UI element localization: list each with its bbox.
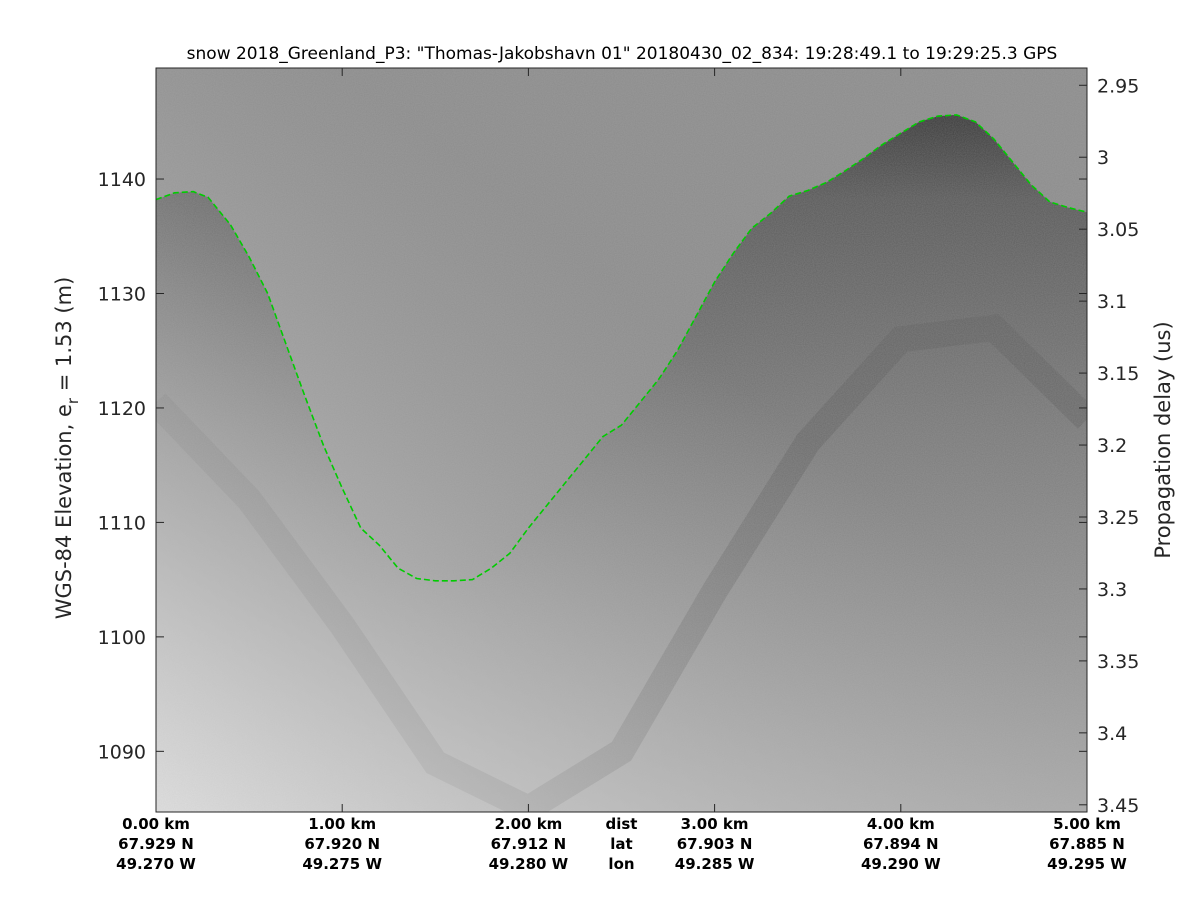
right-tick-label: 3.05 — [1097, 219, 1139, 241]
left-tick-label: 1130 — [98, 283, 146, 305]
right-tick-label: 3.3 — [1097, 579, 1127, 601]
x-lat-label: 67.885 N — [1049, 835, 1125, 853]
speckle-noise — [156, 68, 1087, 812]
left-y-axis: 1090 1100 1110 1120 1130 1140 — [98, 169, 1087, 763]
x-lon-label: 49.280 W — [489, 855, 569, 873]
x-dist-label: 5.00 km — [1053, 815, 1121, 833]
left-tick-label: 1100 — [98, 627, 146, 649]
chart-title: snow 2018_Greenland_P3: "Thomas-Jakobsha… — [187, 44, 1058, 64]
left-tick-label: 1090 — [98, 741, 146, 763]
x-row-header: dist — [606, 815, 638, 833]
left-axis-label-tail: = 1.53 (m) — [52, 277, 76, 398]
right-tick-label: 3.45 — [1097, 795, 1139, 817]
x-lon-label: 49.285 W — [675, 855, 755, 873]
left-axis-label: WGS-84 Elevation, er = 1.53 (m) — [52, 277, 82, 620]
surface-line — [156, 114, 1087, 582]
right-tick-label: 3.2 — [1097, 435, 1127, 457]
x-lat-label: 67.929 N — [118, 835, 194, 853]
x-dist-label: 0.00 km — [122, 815, 190, 833]
right-tick-label: 2.95 — [1097, 75, 1139, 97]
x-lat-label: 67.912 N — [491, 835, 567, 853]
left-tick-label: 1120 — [98, 398, 146, 420]
right-y-axis: 2.95 3 3.05 3.1 3.15 3.2 3.25 3.3 3.35 3.4 3.45 — [1079, 75, 1139, 817]
left-axis-label-subscript: r — [64, 397, 82, 404]
x-lat-label: 67.920 N — [304, 835, 380, 853]
x-row-header: lat — [610, 835, 632, 853]
right-tick-label: 3.1 — [1097, 291, 1127, 313]
x-dist-label: 4.00 km — [867, 815, 935, 833]
x-lat-label: 67.894 N — [863, 835, 939, 853]
left-tick-label: 1110 — [98, 512, 146, 534]
echogram-image — [156, 68, 1087, 812]
left-tick-label: 1140 — [98, 169, 146, 191]
x-lon-label: 49.275 W — [302, 855, 382, 873]
right-tick-label: 3.4 — [1097, 723, 1127, 745]
x-lon-label: 49.295 W — [1047, 855, 1127, 873]
x-lon-label: 49.290 W — [861, 855, 941, 873]
right-tick-label: 3 — [1097, 147, 1109, 169]
x-row-header: lon — [608, 855, 634, 873]
x-dist-label: 3.00 km — [681, 815, 749, 833]
x-axis: 0.00 km 67.929 N 49.270 W 1.00 km 67.920 N 49… — [116, 68, 1127, 873]
right-tick-label: 3.25 — [1097, 507, 1139, 529]
right-tick-label: 3.15 — [1097, 363, 1139, 385]
plot-frame — [155, 67, 1088, 813]
x-lat-label: 67.903 N — [677, 835, 753, 853]
right-tick-label: 3.35 — [1097, 651, 1139, 673]
right-axis-label: Propagation delay (us) — [1151, 321, 1175, 558]
left-axis-label-main: WGS-84 Elevation, e — [52, 404, 76, 619]
x-dist-label: 1.00 km — [308, 815, 376, 833]
x-lon-label: 49.270 W — [116, 855, 196, 873]
x-dist-label: 2.00 km — [494, 815, 562, 833]
